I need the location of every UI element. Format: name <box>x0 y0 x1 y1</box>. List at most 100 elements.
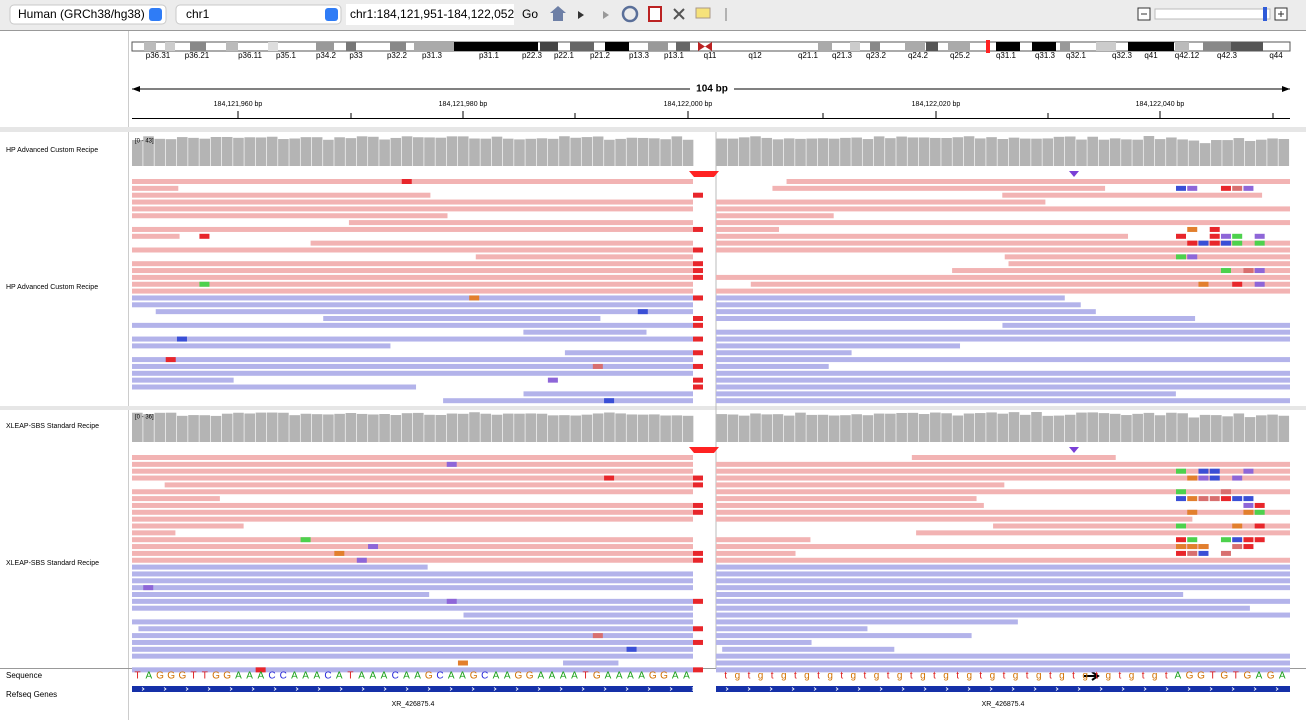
read <box>786 179 1290 184</box>
insertion <box>693 192 703 198</box>
ideogram-band <box>165 42 175 51</box>
coverage-bar <box>997 413 1009 442</box>
read <box>132 343 391 349</box>
mismatch <box>143 585 154 591</box>
base: C <box>436 671 443 682</box>
insertion <box>693 482 703 488</box>
coverage-bar <box>154 412 166 442</box>
ideogram-band <box>316 42 334 51</box>
coverage-bar <box>783 138 795 166</box>
band-label: q32.1 <box>1066 51 1087 60</box>
insertion <box>693 626 703 632</box>
coverage-bar <box>671 415 683 442</box>
insertion <box>693 274 703 280</box>
mismatch <box>469 295 480 301</box>
read <box>716 329 1290 335</box>
read <box>716 309 1096 315</box>
back-icon[interactable] <box>578 11 584 19</box>
mismatch <box>1254 268 1265 274</box>
coverage-bar <box>1267 138 1278 166</box>
base: t <box>1095 671 1098 682</box>
coverage-bar <box>649 414 660 442</box>
read <box>716 578 1290 584</box>
base: t <box>771 671 774 682</box>
base: t <box>864 671 867 682</box>
mismatch <box>1220 489 1231 495</box>
zoom-slider[interactable] <box>1154 8 1271 20</box>
coverage-bar <box>413 412 424 442</box>
ideogram-band <box>268 42 278 51</box>
mismatch <box>1220 233 1231 239</box>
position-label: 184,121,960 bp <box>214 101 263 108</box>
read <box>716 660 1290 666</box>
mismatch <box>1254 537 1265 543</box>
mismatch <box>1198 544 1209 550</box>
coverage-bar <box>896 412 907 442</box>
zoom-thumb[interactable] <box>1263 7 1267 21</box>
coverage-bar <box>975 413 986 442</box>
home-icon[interactable] <box>550 6 566 21</box>
mismatch <box>1209 496 1220 502</box>
genome-dropdown[interactable] <box>9 4 167 25</box>
popup-icon[interactable] <box>695 7 711 19</box>
coverage-bar <box>918 414 930 442</box>
mismatch <box>1187 475 1198 481</box>
coverage-bar <box>547 138 559 166</box>
resize-icon[interactable] <box>673 8 685 20</box>
read <box>563 660 619 666</box>
read <box>716 585 1290 591</box>
chromosome-dropdown[interactable] <box>175 4 342 25</box>
refresh-icon[interactable] <box>621 5 639 23</box>
strand-chevron <box>691 687 695 691</box>
coverage-bar <box>435 137 447 166</box>
base: A <box>683 671 690 682</box>
read <box>132 302 693 308</box>
ideogram-band <box>346 42 356 51</box>
insertion <box>693 261 703 267</box>
base: G <box>526 671 534 682</box>
coverage-bar <box>300 137 312 166</box>
span-label-bg <box>690 82 734 96</box>
coverage-bar <box>368 136 379 166</box>
coverage-bar <box>457 413 469 442</box>
ideogram-band <box>414 42 454 51</box>
base: g <box>897 671 903 682</box>
toolbar-icons <box>550 5 1288 23</box>
read <box>523 329 647 335</box>
mismatch <box>1243 509 1254 515</box>
mismatch <box>334 550 345 556</box>
base: t <box>933 671 936 682</box>
coverage-bar <box>559 415 570 442</box>
base: C <box>268 671 275 682</box>
mismatch <box>1198 468 1209 474</box>
gene-name: XR_426875.4 <box>982 701 1025 708</box>
base: A <box>358 671 365 682</box>
read <box>716 461 1290 467</box>
base: g <box>758 671 764 682</box>
coverage-bar <box>547 415 559 442</box>
read <box>564 350 693 356</box>
ideogram-band <box>870 42 880 51</box>
gene-body <box>716 686 1290 692</box>
coverage-bar <box>1087 412 1098 442</box>
locus-box[interactable] <box>346 4 514 25</box>
coverage-bar <box>210 136 222 166</box>
strand-arrow[interactable] <box>1084 671 1100 681</box>
roi-icon[interactable] <box>648 6 662 22</box>
forward-icon[interactable] <box>603 11 609 19</box>
coverage-bar <box>1199 414 1211 442</box>
base: C <box>392 671 399 682</box>
read <box>716 302 1081 308</box>
coverage-bar <box>750 136 761 166</box>
read <box>716 653 1290 659</box>
base: G <box>156 671 164 682</box>
go-button[interactable]: Go <box>522 7 538 21</box>
read <box>716 502 984 508</box>
coverage-bar <box>1211 140 1222 166</box>
read <box>132 550 693 556</box>
read <box>132 363 693 369</box>
read <box>132 226 693 232</box>
base: t <box>1049 671 1052 682</box>
coverage-bar <box>1008 412 1020 442</box>
coverage-bar <box>424 414 435 442</box>
